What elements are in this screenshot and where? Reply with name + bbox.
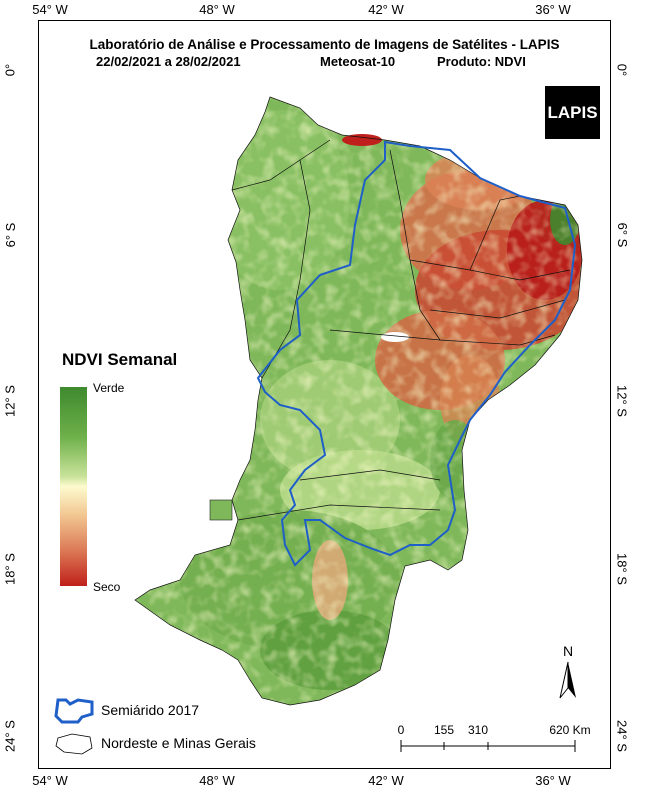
region-legend-symbol [55, 733, 93, 755]
x-tick-top: 36° W [535, 2, 571, 17]
x-tick-top: 54° W [32, 2, 68, 17]
scale-label: 0 [397, 723, 405, 737]
region-legend-label: Nordeste e Minas Gerais [101, 735, 256, 751]
ramp-low-label: Seco [93, 580, 121, 594]
x-tick-top: 48° W [199, 2, 235, 17]
date-range: 22/02/2021 a 28/02/2021 [96, 54, 241, 69]
ramp-high-label: Verde [93, 381, 125, 395]
x-tick-bottom: 42° W [368, 773, 404, 788]
legend-title: NDVI Semanal [62, 350, 178, 369]
x-tick-bottom: 48° W [199, 773, 235, 788]
lapis-logo: LAPIS [545, 86, 600, 139]
x-tick-top: 42° W [368, 2, 404, 17]
scale-label: 620 Km [549, 723, 591, 737]
x-tick-bottom: 36° W [535, 773, 571, 788]
semiarid-legend-symbol [54, 698, 94, 724]
scale-label: 155 [433, 723, 455, 737]
satellite-name: Meteosat-10 [320, 54, 396, 69]
scale-bar [400, 740, 576, 752]
scale-label: 310 [467, 723, 489, 737]
map-title: Laboratório de Análise e Processamento d… [89, 37, 560, 52]
svg-text:N: N [563, 643, 573, 659]
north-arrow-icon: N [559, 643, 576, 699]
product-name: Produto: NDVI [437, 54, 526, 69]
ndvi-color-ramp [60, 387, 87, 586]
semiarid-legend-label: Semiárido 2017 [101, 702, 200, 718]
x-tick-bottom: 54° W [32, 773, 68, 788]
semiarid-boundary [256, 140, 577, 567]
